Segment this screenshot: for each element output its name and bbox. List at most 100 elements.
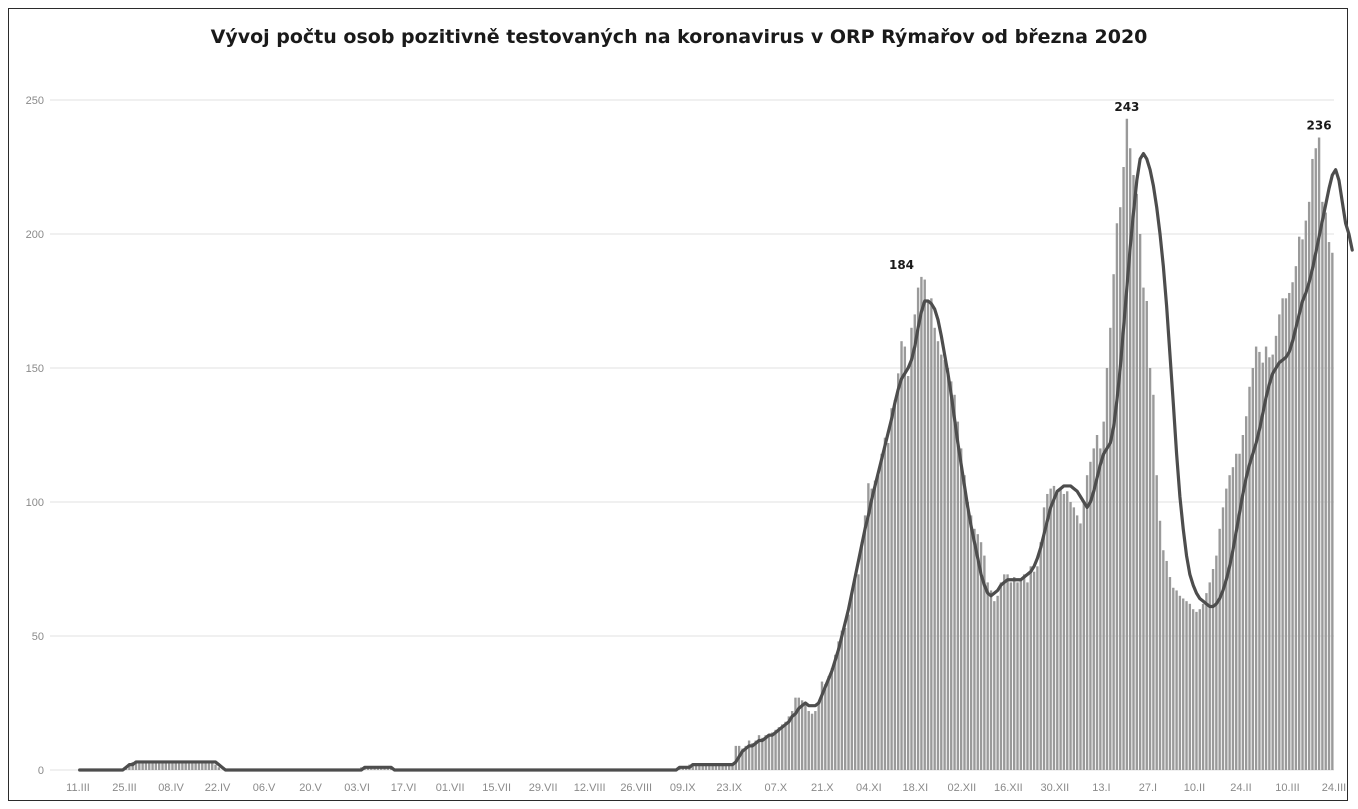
- bar: [843, 627, 847, 770]
- x-tick-label: 30.XII: [1041, 782, 1070, 794]
- bar: [913, 314, 916, 770]
- bar: [870, 488, 873, 770]
- bar: [1327, 242, 1331, 771]
- bar: [177, 761, 181, 770]
- x-tick-label: 02.XII: [947, 782, 976, 794]
- bar: [956, 421, 960, 770]
- bar: [1274, 335, 1278, 770]
- bar: [1215, 555, 1218, 770]
- bar: [207, 761, 211, 770]
- bar: [1109, 327, 1112, 770]
- bar: [804, 705, 807, 770]
- bar: [794, 697, 797, 770]
- bar: [940, 354, 943, 770]
- bar: [1148, 368, 1152, 770]
- bar: [1208, 582, 1211, 770]
- bar: [1324, 212, 1327, 770]
- bar: [724, 764, 728, 770]
- bar: [893, 400, 897, 770]
- y-tick-label: 0: [38, 765, 44, 777]
- x-tick-label: 08.IV: [158, 782, 184, 794]
- y-tick-label: 200: [26, 229, 44, 241]
- bar: [1059, 488, 1062, 770]
- bar: [1122, 167, 1125, 770]
- bar: [1288, 292, 1291, 770]
- bar: [820, 681, 824, 770]
- bar: [1013, 577, 1016, 770]
- bar: [767, 735, 771, 770]
- bar: [1102, 421, 1105, 770]
- bar: [1072, 507, 1076, 770]
- bar: [1069, 502, 1072, 770]
- bar: [1032, 571, 1036, 770]
- peak-label: 184: [889, 258, 914, 272]
- x-tick-label: 26.VIII: [620, 782, 652, 794]
- bar: [148, 761, 151, 770]
- bar: [920, 276, 923, 770]
- bar: [989, 590, 993, 770]
- bar: [837, 641, 840, 770]
- y-tick-label: 250: [26, 95, 44, 107]
- y-tick-label: 100: [26, 497, 44, 509]
- bar: [1125, 118, 1129, 770]
- bar: [1321, 201, 1324, 771]
- bar: [840, 630, 844, 770]
- bar: [1235, 453, 1238, 770]
- bar: [863, 515, 867, 770]
- bar: [167, 761, 171, 770]
- bar: [1271, 354, 1274, 770]
- bar: [1158, 520, 1162, 770]
- bar: [214, 764, 217, 770]
- peak-label: 236: [1307, 119, 1332, 133]
- bar: [979, 542, 983, 770]
- bar: [771, 732, 774, 770]
- bar: [1155, 475, 1158, 770]
- x-tick-label: 17.VI: [391, 782, 417, 794]
- bar: [976, 534, 979, 770]
- bar: [191, 761, 194, 770]
- x-tick-label: 22.IV: [205, 782, 231, 794]
- bar: [797, 697, 800, 770]
- bar: [1016, 582, 1019, 770]
- bar: [1006, 574, 1009, 770]
- bar: [711, 764, 714, 770]
- bar: [853, 577, 857, 770]
- bar: [1056, 491, 1059, 770]
- bar: [1291, 282, 1294, 770]
- bar: [1248, 386, 1251, 770]
- bar: [211, 761, 214, 770]
- bar: [986, 582, 989, 770]
- bar: [824, 684, 827, 770]
- bar: [698, 764, 701, 770]
- x-tick-label: 27.I: [1139, 782, 1157, 794]
- bar: [966, 502, 969, 770]
- bar: [953, 394, 956, 770]
- bar: [721, 764, 724, 770]
- peak-annotations: 184 243 236: [889, 100, 1332, 272]
- bar: [807, 711, 810, 770]
- bar: [704, 764, 708, 770]
- y-tick-label: 150: [26, 363, 44, 375]
- bar: [184, 761, 187, 770]
- bar: [1042, 507, 1046, 770]
- bar: [890, 408, 893, 770]
- x-tick-label: 24.II: [1230, 782, 1251, 794]
- bar: [1165, 560, 1168, 770]
- bar: [1182, 598, 1185, 770]
- bar: [1201, 603, 1205, 770]
- bar: [1241, 435, 1245, 770]
- bar: [1052, 485, 1056, 770]
- x-tick-label: 20.V: [299, 782, 322, 794]
- bar: [204, 761, 207, 770]
- bar: [1026, 582, 1029, 770]
- bar: [850, 593, 854, 770]
- bar: [1307, 201, 1311, 771]
- bar: [1178, 595, 1182, 770]
- x-tick-label: 01.VII: [436, 782, 465, 794]
- bar: [1112, 274, 1115, 770]
- bar: [1085, 475, 1089, 770]
- bar: [1119, 207, 1122, 770]
- x-tick-label: 29.VII: [529, 782, 558, 794]
- bar: [151, 761, 154, 770]
